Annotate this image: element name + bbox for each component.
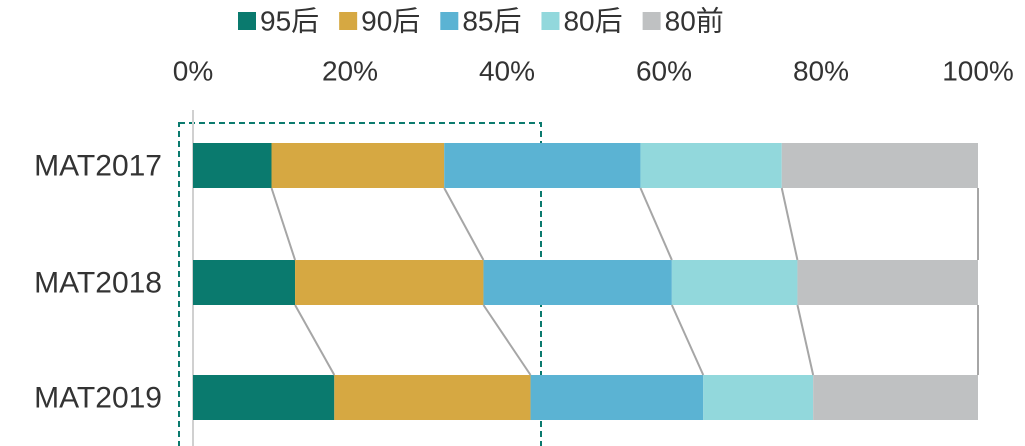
bar-segment <box>781 143 978 188</box>
x-tick-label: 20% <box>322 55 378 86</box>
bar-segment <box>271 143 445 188</box>
y-tick-label: MAT2018 <box>34 266 162 299</box>
legend-label: 95后 <box>260 5 319 36</box>
bar-segment <box>295 260 484 305</box>
y-tick-label: MAT2017 <box>34 149 162 182</box>
bar-segment <box>797 260 978 305</box>
bar-segment <box>193 375 335 420</box>
bar-segment <box>530 375 704 420</box>
connector <box>670 304 705 376</box>
connector <box>270 187 297 261</box>
connector <box>443 187 485 261</box>
bar-segment <box>483 260 672 305</box>
legend-label: 80前 <box>665 5 724 36</box>
x-tick-label: 60% <box>636 55 692 86</box>
legend-swatch <box>339 12 358 30</box>
bar-segment <box>193 143 272 188</box>
x-tick-label: 0% <box>173 55 213 86</box>
legend-label: 85后 <box>462 5 521 36</box>
y-tick-label: MAT2019 <box>34 381 162 414</box>
x-tick-label: 100% <box>942 55 1014 86</box>
bar-segment <box>334 375 531 420</box>
connector <box>639 187 673 261</box>
connector <box>780 187 799 261</box>
x-tick-label: 80% <box>793 55 849 86</box>
connector <box>482 304 532 376</box>
bar-segment <box>703 375 814 420</box>
bar-segment <box>671 260 798 305</box>
connector <box>796 304 815 376</box>
x-tick-label: 40% <box>479 55 535 86</box>
legend-label: 80后 <box>563 5 622 36</box>
bar-segment <box>640 143 782 188</box>
legend-label: 90后 <box>361 5 420 36</box>
legend-swatch <box>440 12 459 30</box>
bar-segment <box>444 143 641 188</box>
bar-segment <box>813 375 978 420</box>
legend-swatch <box>642 12 661 30</box>
connector <box>294 304 336 376</box>
legend-swatch <box>238 12 256 30</box>
bar-segment <box>193 260 296 305</box>
legend-swatch <box>541 12 560 30</box>
